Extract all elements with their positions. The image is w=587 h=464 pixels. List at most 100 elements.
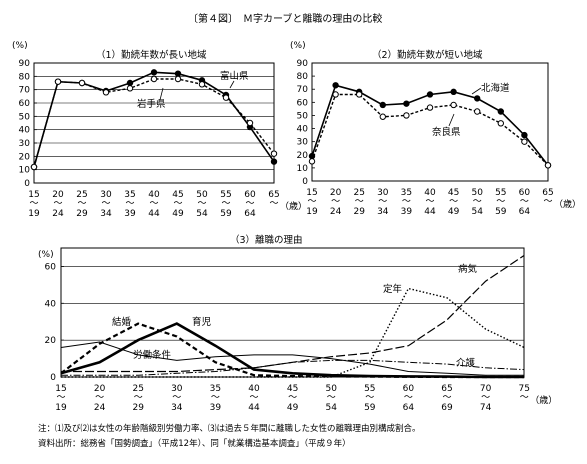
y-tick-label: 10 [19, 166, 31, 176]
y-unit-label: (%) [12, 41, 28, 51]
x-tick-label: 44 [148, 209, 160, 219]
x-tick-label: 54 [196, 209, 208, 219]
x-tick-range-sign: ～ [269, 199, 278, 209]
data-point [270, 150, 278, 157]
label-leader [159, 87, 164, 101]
x-tick-label: 54 [471, 207, 483, 217]
x-tick-label: 40 [424, 188, 436, 198]
x-tick-range-sign: ～ [473, 197, 482, 207]
x-tick-range-sign: ～ [496, 197, 505, 207]
x-tick-label: 19 [55, 403, 67, 413]
x-tick-range-sign: ～ [29, 199, 38, 209]
data-point [474, 95, 481, 102]
x-tick-label: 20 [52, 190, 64, 200]
note-line-2: 資料出所：総務省「国勢調査」（平成12年）、同「就業構造基本調査」（平成９年） [38, 438, 351, 449]
series-label: 定年 [383, 283, 403, 295]
data-point [78, 79, 86, 87]
x-tick-range-sign: ～ [56, 393, 65, 403]
data-point [270, 158, 278, 165]
x-tick-label: 60 [519, 188, 531, 198]
x-tick-range-sign: ～ [221, 199, 230, 209]
x-tick-label: 25 [76, 190, 87, 200]
y-tick-label: 60 [19, 99, 31, 109]
x-tick-label: 39 [124, 209, 136, 219]
data-point [30, 163, 38, 171]
x-tick-range-sign: ～ [134, 393, 143, 403]
data-point [426, 91, 434, 98]
y-tick-label: 30 [19, 139, 31, 149]
series-label: 奈良県 [432, 126, 461, 138]
x-tick-range-sign: ～ [307, 197, 316, 207]
x-tick-label: 55 [220, 190, 231, 200]
x-tick-label: 50 [471, 188, 483, 198]
x-tick-range-sign: ～ [520, 393, 529, 403]
data-point [521, 131, 528, 139]
x-tick-label: 35 [124, 190, 135, 200]
x-tick-range-sign: ～ [378, 197, 387, 207]
x-tick-label: 30 [171, 384, 183, 394]
label-leader [448, 113, 455, 127]
data-point [198, 81, 206, 88]
x-tick-range-sign: ～ [481, 393, 490, 403]
data-point [332, 91, 339, 98]
x-tick-label: 44 [248, 403, 260, 413]
x-tick-label: 15 [55, 384, 66, 394]
x-tick-label: 60 [403, 384, 415, 394]
x-tick-label: 45 [448, 188, 459, 198]
x-tick-label: 70 [480, 384, 492, 394]
y-tick-label: 70 [19, 86, 31, 96]
x-axis-unit: （歳） [280, 200, 307, 212]
x-tick-label: 34 [171, 403, 183, 413]
x-tick-label: 20 [94, 384, 106, 394]
y-tick-label: 20 [19, 152, 31, 162]
x-tick-label: 64 [244, 209, 256, 219]
panel-title-short-tenure: （2）勤続年数が短い地域 [372, 49, 483, 61]
x-tick-range-sign: ～ [197, 199, 206, 209]
data-point [474, 108, 481, 115]
plot-frame [60, 247, 525, 378]
y-tick-label: 90 [297, 59, 309, 69]
series-label: 病気 [458, 263, 478, 275]
x-tick-label: 20 [330, 188, 342, 198]
series-label: 労働条件 [133, 349, 172, 361]
x-tick-label: 65 [542, 188, 553, 198]
data-point [450, 101, 457, 109]
data-point [497, 120, 504, 127]
y-tick-label: 70 [297, 85, 309, 95]
x-tick-label: 24 [52, 209, 64, 219]
y-tick-label: 30 [297, 138, 309, 148]
x-tick-range-sign: ～ [402, 197, 411, 207]
x-tick-label: 34 [377, 207, 389, 217]
x-tick-range-sign: ～ [149, 199, 158, 209]
data-point [426, 104, 434, 111]
y-tick-label: 80 [19, 72, 31, 82]
data-point [403, 100, 410, 107]
x-tick-label: 50 [196, 190, 208, 200]
label-leader [229, 80, 235, 89]
data-point [150, 69, 158, 76]
x-tick-range-sign: ～ [520, 197, 529, 207]
data-point [497, 108, 504, 115]
x-tick-label: 64 [403, 403, 415, 413]
y-tick-label: 40 [19, 126, 31, 136]
data-point [174, 75, 182, 83]
x-tick-label: 15 [306, 188, 317, 198]
x-tick-range-sign: ～ [173, 199, 182, 209]
x-tick-label: 29 [353, 207, 365, 217]
series-line [33, 78, 275, 168]
x-axis-unit: （歳） [554, 198, 581, 210]
y-tick-label: 20 [297, 151, 309, 161]
x-tick-range-sign: ～ [211, 393, 220, 403]
y-tick-label: 50 [19, 112, 31, 122]
series-line [61, 287, 525, 378]
series-line [61, 254, 525, 373]
y-tick-label: 10 [297, 164, 309, 174]
panel-resignation-reasons: （3）離職の理由 (%) 020406015～1920～2425～2930～34… [38, 234, 557, 413]
series-line [61, 359, 525, 376]
y-tick-label: 50 [297, 111, 309, 121]
data-point [356, 91, 363, 98]
data-point [379, 113, 386, 120]
x-tick-range-sign: ～ [404, 393, 413, 403]
y-tick-label: 60 [45, 262, 57, 272]
